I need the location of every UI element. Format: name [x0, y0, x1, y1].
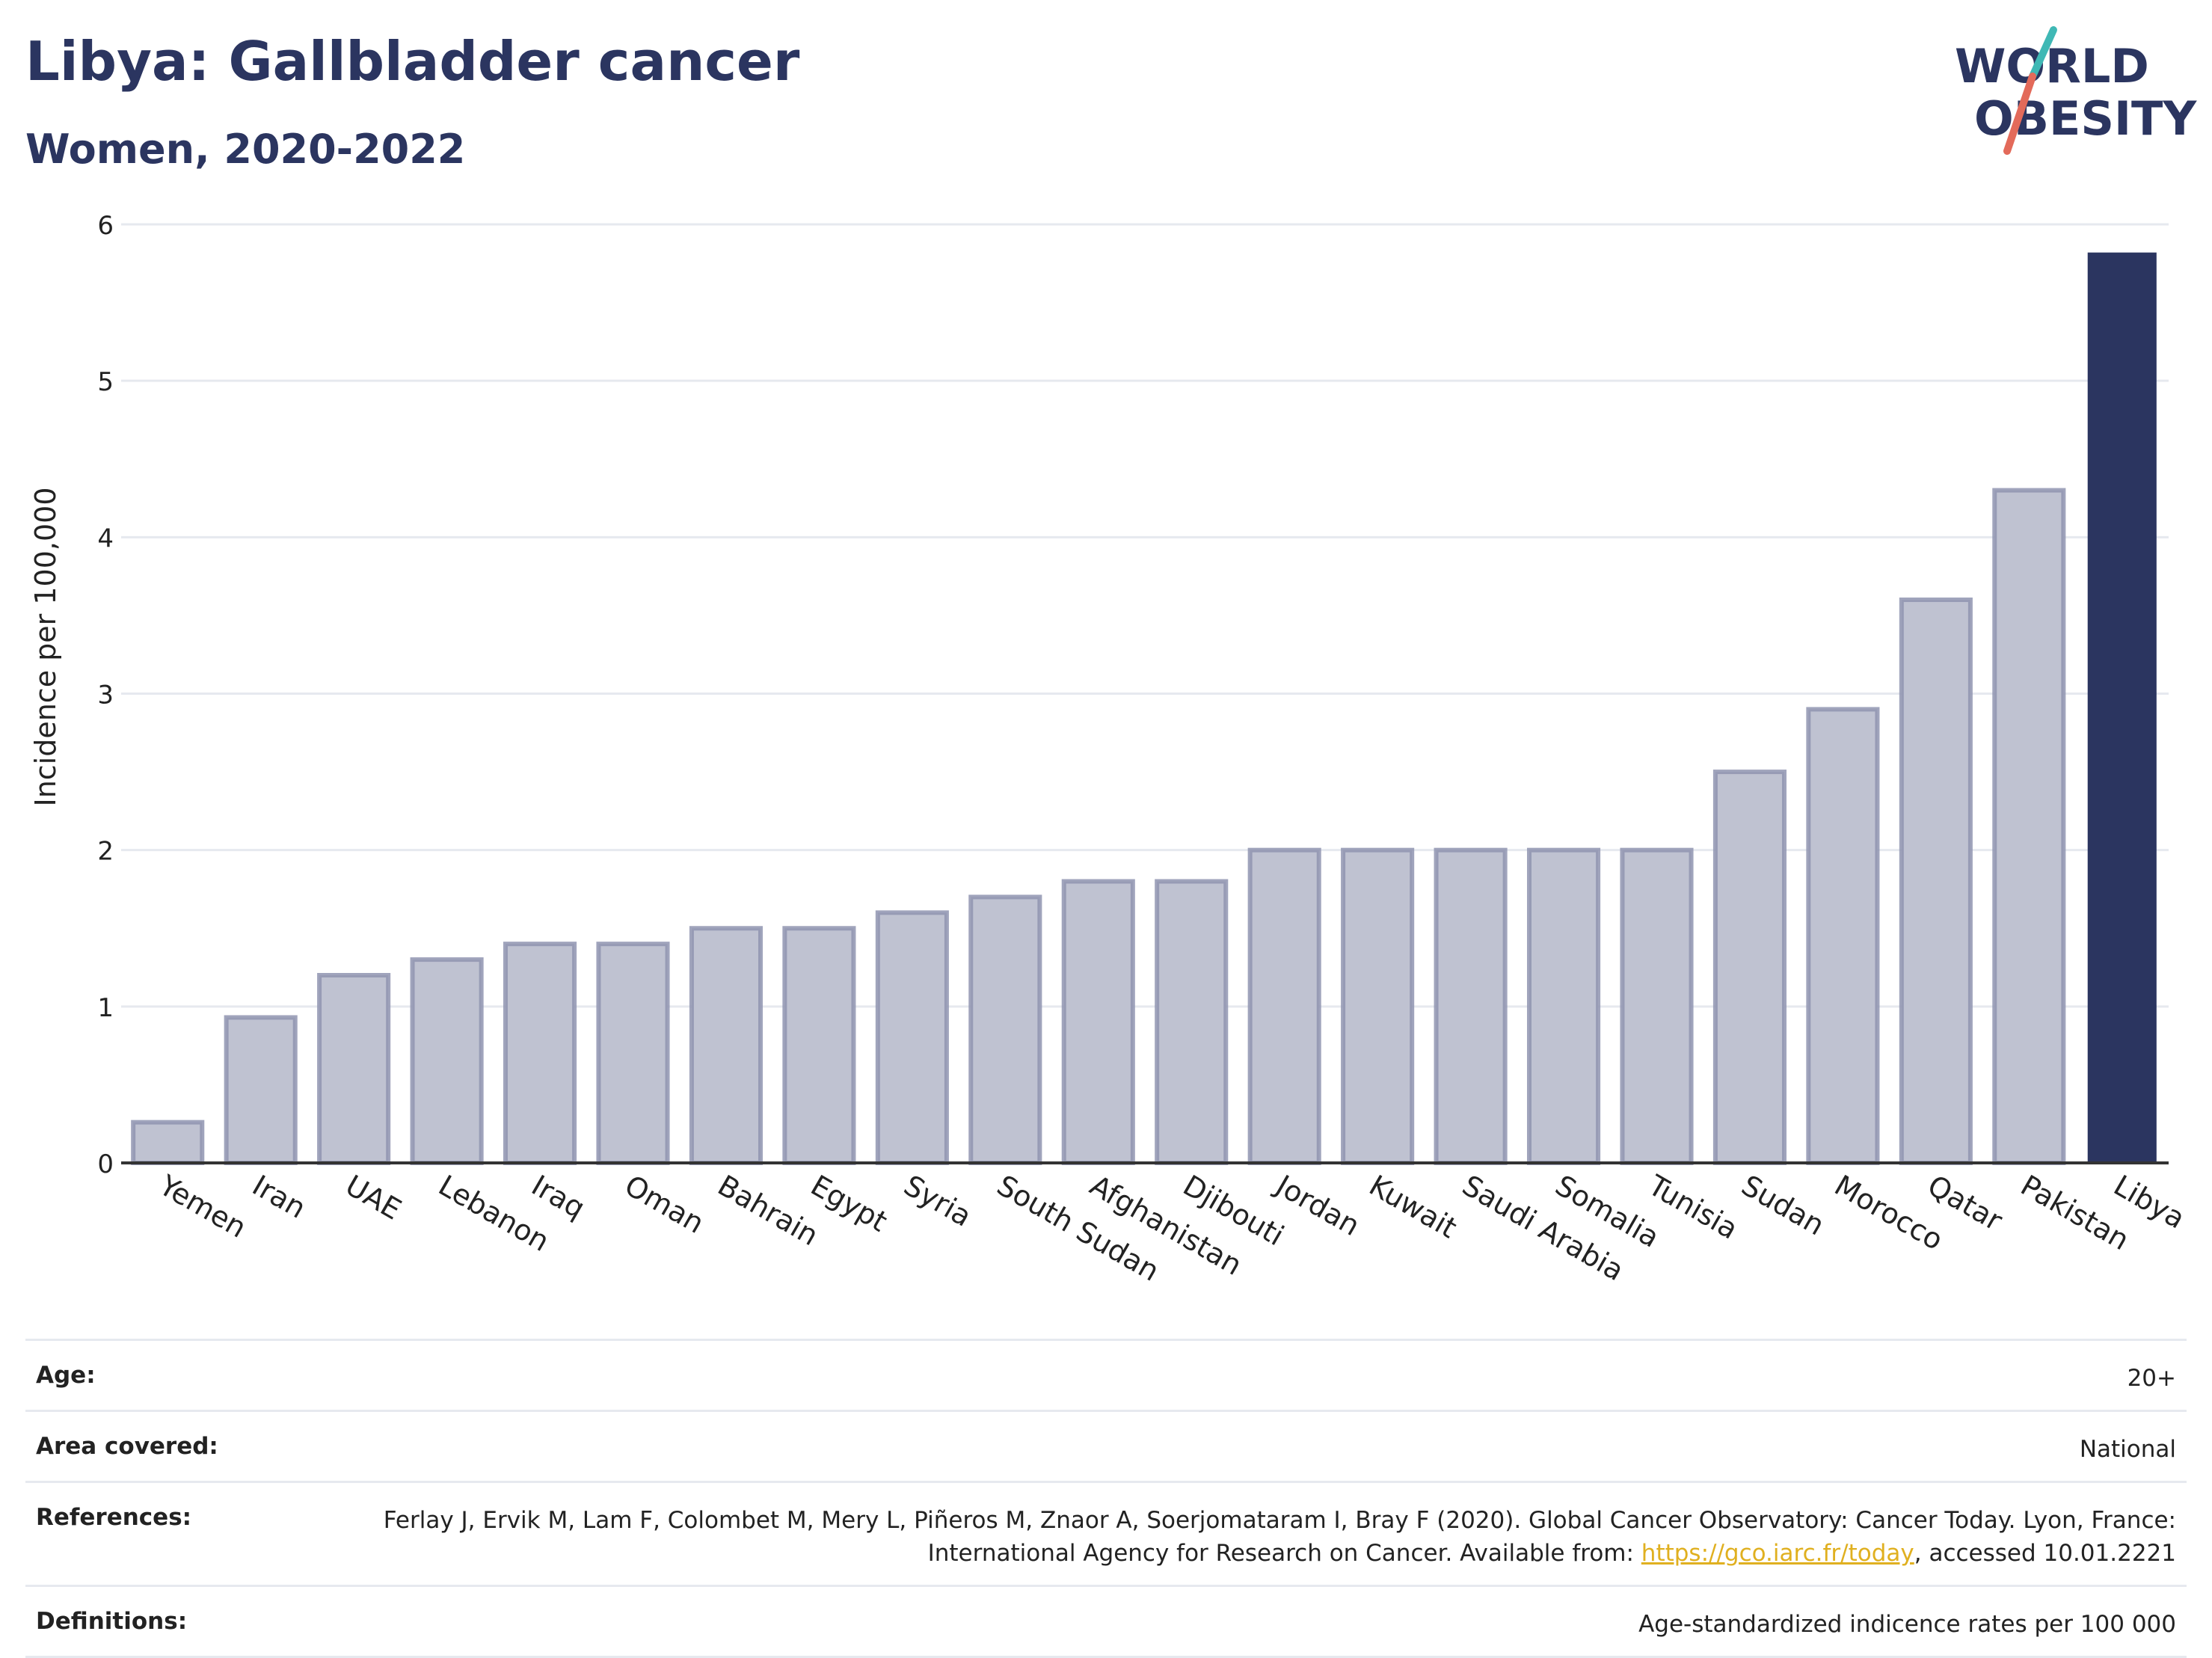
- bar-iran: [224, 1015, 298, 1165]
- x-tick-label: Oman: [619, 1169, 710, 1240]
- x-tick-label: Yemen: [153, 1168, 252, 1244]
- x-tick-label: Iraq: [526, 1169, 591, 1225]
- bar-jordan: [1247, 847, 1321, 1165]
- x-tick-label: Syria: [898, 1169, 977, 1233]
- meta-references-label: References:: [36, 1504, 192, 1531]
- bar-egypt: [782, 926, 856, 1165]
- bar-south-sudan: [968, 894, 1042, 1165]
- reference-text: Ferlay J, Ervik M, Lam F, Colombet M, Me…: [383, 1507, 2176, 1567]
- logo-stroke-coral: [2003, 73, 2036, 155]
- meta-age-label: Age:: [36, 1362, 96, 1389]
- bar-lebanon: [410, 957, 484, 1166]
- chart-title: Libya: Gallbladder cancer: [25, 30, 800, 93]
- bar-afghanistan: [1061, 879, 1135, 1165]
- y-tick-label: 0: [97, 1149, 114, 1179]
- y-tick-label: 2: [97, 837, 114, 867]
- meta-area-value: National: [2079, 1436, 2176, 1463]
- bar-sudan: [1712, 770, 1787, 1166]
- y-tick-label: 3: [97, 681, 114, 710]
- bar-saudi-arabia: [1434, 847, 1508, 1165]
- bar-uae: [317, 973, 391, 1165]
- y-tick-label: 5: [97, 367, 114, 397]
- x-tick-label: Kuwait: [1364, 1169, 1463, 1245]
- bar-qatar: [1899, 598, 1973, 1165]
- meta-row-references: References: Ferlay J, Ervik M, Lam F, Co…: [25, 1481, 2187, 1585]
- x-tick-label: Iran: [247, 1169, 311, 1225]
- bar-syria: [875, 910, 949, 1166]
- bar-somalia: [1526, 847, 1601, 1165]
- bars: [131, 252, 2157, 1166]
- bar-yemen: [131, 1120, 205, 1166]
- bar-tunisia: [1620, 847, 1694, 1165]
- x-tick-label: Bahrain: [712, 1169, 823, 1253]
- meta-definitions-value: Age-standardized indicence rates per 100…: [1638, 1611, 2176, 1638]
- logo-stroke-teal: [2029, 26, 2057, 80]
- meta-row-area: Area covered: National: [25, 1410, 2187, 1481]
- bar-libya: [2087, 252, 2157, 1163]
- bar-iraq: [503, 942, 577, 1165]
- reference-accessed: , accessed 10.01.2221: [1914, 1540, 2176, 1567]
- bar-oman: [596, 942, 670, 1165]
- y-tick-label: 6: [97, 211, 114, 241]
- y-axis-label: Incidence per 100,000: [29, 487, 62, 806]
- metadata-table: Age: 20+ Area covered: National Referenc…: [25, 1339, 2187, 1658]
- x-tick-label: UAE: [340, 1169, 407, 1226]
- world-obesity-logo: WORLD OBESITY: [1955, 26, 2197, 155]
- chart-subtitle: Women, 2020-2022: [25, 126, 466, 173]
- meta-references-value: Ferlay J, Ervik M, Lam F, Colombet M, Me…: [381, 1504, 2176, 1570]
- y-tick-label: 1: [97, 993, 114, 1023]
- y-tick-label: 4: [97, 524, 114, 553]
- x-tick-label: Sudan: [1736, 1169, 1830, 1242]
- meta-area-label: Area covered:: [36, 1433, 218, 1460]
- reference-link[interactable]: https://gco.iarc.fr/today: [1641, 1540, 1914, 1567]
- bar-pakistan: [1992, 488, 2066, 1165]
- meta-age-value: 20+: [2127, 1365, 2176, 1392]
- meta-row-definitions: Definitions: Age-standardized indicence …: [25, 1585, 2187, 1658]
- bar-morocco: [1806, 707, 1880, 1165]
- meta-definitions-label: Definitions:: [36, 1608, 188, 1635]
- logo-line1: WORLD: [1955, 39, 2149, 93]
- bar-djibouti: [1155, 879, 1229, 1165]
- meta-row-age: Age: 20+: [25, 1339, 2187, 1410]
- bar-bahrain: [689, 926, 764, 1165]
- bar-kuwait: [1341, 847, 1415, 1165]
